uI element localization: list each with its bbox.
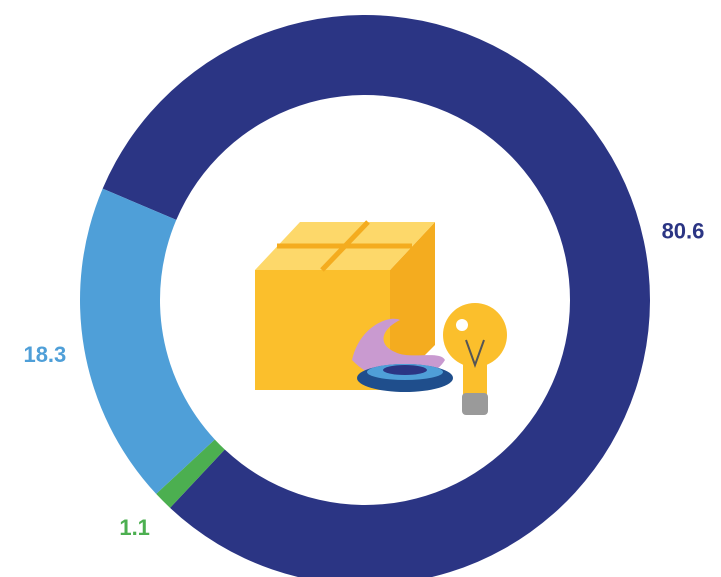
value-label: 1.1 xyxy=(119,515,150,540)
labels: 80.6 1.1 18.3 xyxy=(23,219,704,540)
energy-icon xyxy=(255,220,507,415)
value-label: 80.6 xyxy=(662,219,705,244)
donut xyxy=(80,15,650,577)
value-label: 18.3 xyxy=(23,342,66,367)
slice xyxy=(102,15,650,577)
slice xyxy=(156,439,225,508)
slice xyxy=(80,188,215,494)
